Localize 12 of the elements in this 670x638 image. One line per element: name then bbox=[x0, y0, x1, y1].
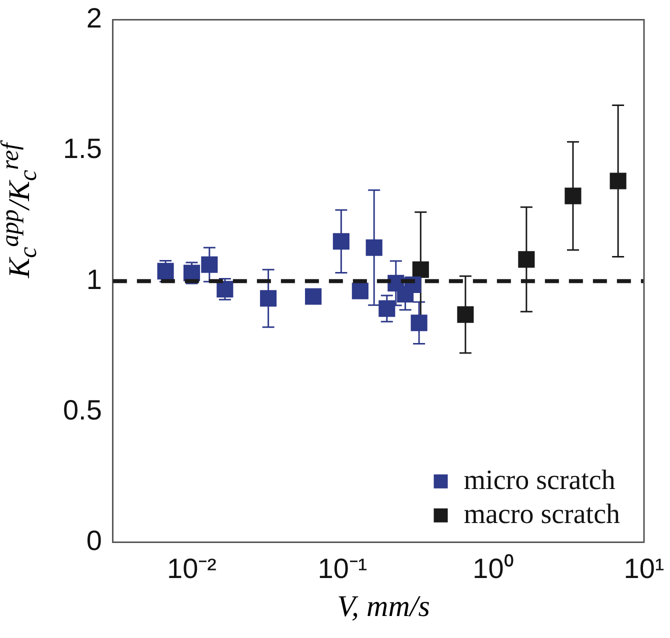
y-tick-label: 0.5 bbox=[62, 394, 102, 426]
y-tick-label: 0 bbox=[86, 525, 102, 556]
y-tick-label: 1 bbox=[86, 264, 102, 295]
x-tick-label: 10⁻¹ bbox=[318, 552, 368, 584]
x-axis-title: V, mm/s bbox=[336, 590, 431, 624]
y-tick-label: 1.5 bbox=[62, 133, 102, 164]
x-tick-label: 10⁰ bbox=[472, 552, 514, 584]
x-tick-label: 10¹ bbox=[624, 552, 664, 584]
y-tick-label: 2 bbox=[86, 2, 102, 34]
legend-label: macro scratch bbox=[464, 498, 620, 530]
x-tick-label: 10⁻² bbox=[167, 552, 216, 584]
legend-label: micro scratch bbox=[464, 464, 616, 496]
